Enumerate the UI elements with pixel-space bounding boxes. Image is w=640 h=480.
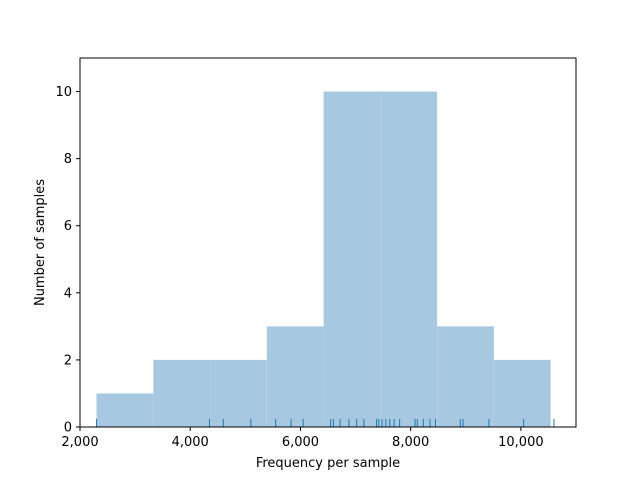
histogram-bar-6	[437, 326, 494, 427]
y-tick-label-0: 0	[64, 421, 72, 436]
histogram-bar-7	[493, 359, 551, 427]
y-tick-label-1: 2	[64, 353, 72, 368]
y-tick-label-3: 6	[64, 219, 72, 234]
x-tick-label-4: 10,000	[498, 435, 544, 450]
x-tick-label-3: 8,000	[392, 435, 429, 450]
y-tick-label-4: 8	[64, 152, 72, 167]
histogram-bar-2	[210, 359, 267, 427]
histogram-bar-0	[96, 393, 154, 427]
histogram-bar-4	[323, 91, 381, 427]
x-axis-ticks: 2,000 4,000 6,000 8,000 10,000	[61, 427, 544, 450]
x-tick-label-2: 6,000	[282, 435, 319, 450]
y-tick-label-2: 4	[64, 286, 72, 301]
histogram-bar-5	[380, 91, 438, 427]
plot-frame	[79, 57, 577, 428]
x-axis-label: Frequency per sample	[256, 456, 400, 471]
histogram-bars	[96, 91, 551, 427]
x-tick-label-1: 4,000	[172, 435, 209, 450]
y-axis-label: Number of samples	[33, 179, 48, 306]
y-tick-label-5: 10	[55, 85, 72, 100]
histogram-bar-1	[153, 359, 211, 427]
rug-marks	[96, 419, 555, 427]
x-tick-label-0: 2,000	[61, 435, 98, 450]
y-axis-ticks: 0 2 4 6 8 10	[55, 85, 80, 436]
histogram-bar-3	[266, 326, 324, 427]
